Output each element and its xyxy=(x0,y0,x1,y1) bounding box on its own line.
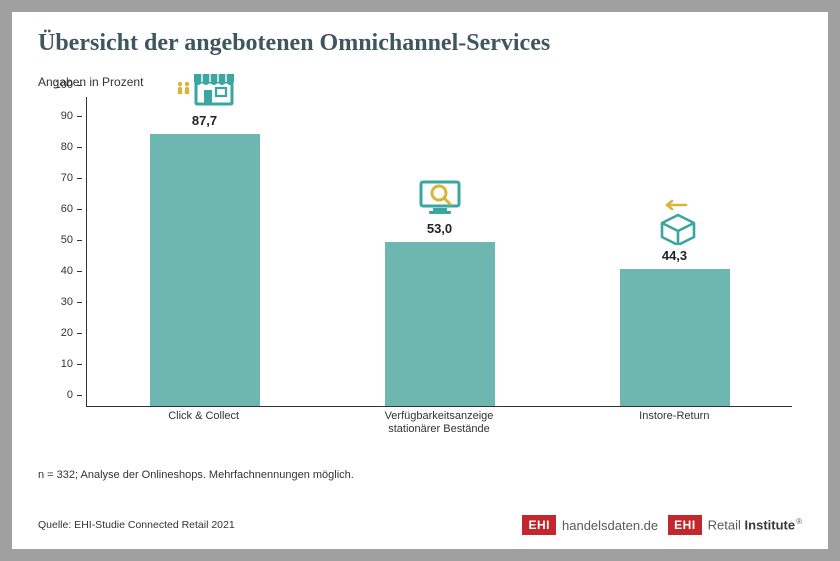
y-tick: 80 xyxy=(48,141,82,153)
y-tick: 70 xyxy=(48,172,82,184)
bar-slot-click-collect: 87,7 xyxy=(87,97,322,406)
x-label-text: Click & Collect xyxy=(168,410,239,422)
y-tick: 30 xyxy=(48,296,82,308)
badge-retail-institute: EHI Retail Institute® xyxy=(668,515,802,535)
y-tick: 40 xyxy=(48,265,82,277)
x-axis-labels: Click & Collect Verfügbarkeitsanzeige st… xyxy=(86,410,792,438)
y-tick: 0 xyxy=(48,389,82,401)
store-icon xyxy=(87,66,322,110)
bar-slot-instore-return: 44,3 xyxy=(557,97,792,406)
badge-text-bold: Institute xyxy=(745,518,796,533)
bar-value: 44,3 xyxy=(557,248,792,263)
return-box-icon xyxy=(557,199,792,245)
frame: Übersicht der angebotenen Omnichannel-Se… xyxy=(0,0,840,561)
x-label-text: Verfügbarkeitsanzeige xyxy=(385,410,494,422)
bar-value: 87,7 xyxy=(87,113,322,128)
badge-text: Retail Institute® xyxy=(702,517,802,532)
footer: Quelle: EHI-Studie Connected Retail 2021… xyxy=(38,515,802,535)
ehi-logo-box: EHI xyxy=(522,515,556,535)
badge-handelsdaten: EHI handelsdaten.de xyxy=(522,515,658,535)
plot-area: 87,7 xyxy=(86,97,792,407)
badge-text: handelsdaten.de xyxy=(556,518,658,533)
x-label: Verfügbarkeitsanzeige stationärer Bestän… xyxy=(321,410,556,438)
bar xyxy=(620,269,730,406)
x-label: Click & Collect xyxy=(86,410,321,438)
bar xyxy=(150,134,260,406)
bar-slot-availability: 53,0 xyxy=(322,97,557,406)
x-label: Instore-Return xyxy=(557,410,792,438)
y-tick: 90 xyxy=(48,110,82,122)
bar-value: 53,0 xyxy=(322,221,557,236)
bars-container: 87,7 xyxy=(87,97,792,406)
footnote: n = 332; Analyse der Onlineshops. Mehrfa… xyxy=(38,469,802,481)
y-tick: 50 xyxy=(48,234,82,246)
source-text: Quelle: EHI-Studie Connected Retail 2021 xyxy=(38,519,235,531)
chart: 0102030405060708090100 xyxy=(48,97,792,427)
x-label-text: Instore-Return xyxy=(639,410,709,422)
x-label-text: stationärer Bestände xyxy=(388,423,490,435)
y-tick: 60 xyxy=(48,203,82,215)
chart-title: Übersicht der angebotenen Omnichannel-Se… xyxy=(38,30,802,57)
ehi-logo-box: EHI xyxy=(668,515,702,535)
y-axis: 0102030405060708090100 xyxy=(48,97,82,407)
y-tick: 100 xyxy=(48,79,82,91)
badge-text-light: Retail xyxy=(708,518,745,533)
y-tick: 10 xyxy=(48,358,82,370)
bar xyxy=(385,242,495,406)
monitor-search-icon xyxy=(322,176,557,218)
badges: EHI handelsdaten.de EHI Retail Institute… xyxy=(522,515,802,535)
y-tick: 20 xyxy=(48,327,82,339)
card: Übersicht der angebotenen Omnichannel-Se… xyxy=(12,12,828,549)
registered-mark: ® xyxy=(796,517,802,526)
